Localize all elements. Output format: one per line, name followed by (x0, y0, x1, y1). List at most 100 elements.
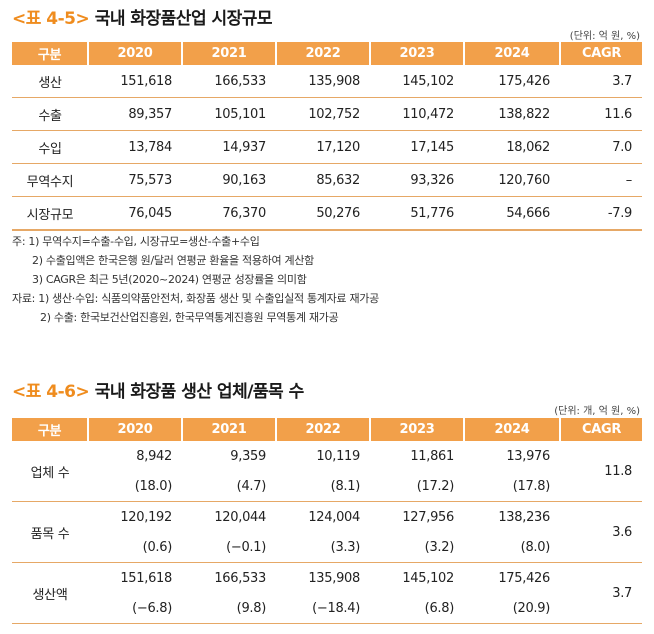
table-cell: 18,062 (464, 130, 560, 164)
table-cell: 102,752 (276, 97, 370, 131)
row-label: 생산 (12, 65, 88, 98)
table-cell: 17,145 (370, 130, 464, 164)
table-row: 생산 151,618 166,533 135,908 145,102 175,4… (12, 65, 642, 98)
table-row: 수출 89,357 105,101 102,752 110,472 138,82… (12, 97, 642, 131)
table-4-6-title: <표 4-6> 국내 화장품 생산 업체/품목 수 (12, 377, 304, 402)
header-2020: 2020 (87, 418, 182, 441)
growth-cell: (−18.4) (276, 593, 370, 624)
table-cell: 135,908 (276, 65, 370, 98)
header-2023: 2023 (369, 42, 464, 65)
table-cell: 105,101 (182, 97, 276, 131)
growth-cell: (3.3) (276, 532, 370, 563)
table-row-growth: (0.6) (−0.1) (3.3) (3.2) (8.0) (12, 532, 642, 563)
growth-cell: (3.2) (370, 532, 464, 563)
note-line: 3) CAGR은 최근 5년(2020~2024) 연평균 성장률을 의미함 (32, 273, 307, 286)
table-cell: 175,426 (464, 65, 560, 98)
table-cell: 11.6 (560, 97, 642, 131)
table-cell: 135,908 (308, 570, 360, 586)
table-cell: 75,573 (88, 163, 182, 197)
row-label: 무역수지 (12, 163, 88, 197)
table-cell: 7.0 (560, 130, 642, 164)
table-cell: 76,045 (88, 196, 182, 231)
row-label: 업체 수 (12, 441, 88, 502)
table-cell: 17,120 (276, 130, 370, 164)
cagr-cell: 3.7 (560, 562, 642, 624)
growth-cell: (20.9) (464, 593, 560, 624)
growth-cell: (8.1) (276, 471, 370, 502)
table-cell: 76,370 (182, 196, 276, 231)
table-row: 생산액 151,618 166,533 135,908 145,102 175,… (12, 562, 642, 624)
table-cell: 120,192 (120, 509, 172, 525)
cagr-cell: 3.6 (560, 501, 642, 563)
table-header-row: 구분 2020 2021 2022 2023 2024 CAGR (12, 418, 642, 441)
row-label: 수입 (12, 130, 88, 164)
table-cell: 14,937 (182, 130, 276, 164)
table-cell: 85,632 (276, 163, 370, 197)
table-cell: – (560, 163, 642, 197)
growth-cell: (−6.8) (88, 593, 182, 624)
table-cell: 127,956 (402, 509, 454, 525)
growth-cell: (−0.1) (182, 532, 276, 563)
table-header-row: 구분 2020 2021 2022 2023 2024 CAGR (12, 42, 642, 65)
table-4-5-title: <표 4-5> 국내 화장품산업 시장규모 (12, 4, 273, 29)
growth-cell: (17.2) (370, 471, 464, 502)
table-4-6-tag: <표 4-6> (12, 382, 90, 402)
header-2021: 2021 (181, 418, 276, 441)
table-cell: 145,102 (402, 570, 454, 586)
header-category: 구분 (12, 42, 88, 65)
header-2024: 2024 (463, 42, 560, 65)
header-2021: 2021 (181, 42, 276, 65)
row-label: 생산액 (12, 562, 88, 624)
note-line: 주: 1) 무역수지=수출-수입, 시장규모=생산-수출+수입 (12, 235, 260, 248)
table-cell: 10,119 (316, 448, 360, 464)
market-size-table: 구분 2020 2021 2022 2023 2024 CAGR 생산 151,… (12, 42, 642, 231)
header-cagr: CAGR (559, 418, 642, 441)
table-cell: 90,163 (182, 163, 276, 197)
table-notes: 주: 1) 무역수지=수출-수입, 시장규모=생산-수출+수입 2) 수출입액은… (12, 232, 379, 327)
row-label: 수출 (12, 97, 88, 131)
header-2022: 2022 (275, 42, 370, 65)
table-cell: 120,044 (214, 509, 266, 525)
table-cell: 120,760 (464, 163, 560, 197)
header-2023: 2023 (369, 418, 464, 441)
header-cagr: CAGR (559, 42, 642, 65)
table-row-growth: (18.0) (4.7) (8.1) (17.2) (17.8) (12, 471, 642, 502)
table-cell: 175,426 (498, 570, 550, 586)
table-cell: 138,236 (498, 509, 550, 525)
table-cell: 9,359 (230, 448, 266, 464)
table-cell: 51,776 (370, 196, 464, 231)
header-category: 구분 (12, 418, 88, 441)
table-cell: 124,004 (308, 509, 360, 525)
table-cell: 151,618 (88, 65, 182, 98)
table-cell: 166,533 (214, 570, 266, 586)
table-row: 수입 13,784 14,937 17,120 17,145 18,062 7.… (12, 130, 642, 164)
growth-cell: (4.7) (182, 471, 276, 502)
table-row-growth: (−6.8) (9.8) (−18.4) (6.8) (20.9) (12, 593, 642, 624)
table-cell: 50,276 (276, 196, 370, 231)
table-cell: 11,861 (410, 448, 454, 464)
table-cell: 13,976 (506, 448, 550, 464)
table-cell: -7.9 (560, 196, 642, 231)
table-cell: 93,326 (370, 163, 464, 197)
table-cell: 138,822 (464, 97, 560, 131)
source-line: 자료: 1) 생산·수입: 식품의약품안전처, 화장품 생산 및 수출입실적 통… (12, 292, 379, 305)
table-cell: 3.7 (560, 65, 642, 98)
table-cell: 8,942 (136, 448, 172, 464)
table-cell: 89,357 (88, 97, 182, 131)
growth-cell: (8.0) (464, 532, 560, 563)
header-2022: 2022 (275, 418, 370, 441)
growth-cell: (17.8) (464, 471, 560, 502)
producer-count-table: 구분 2020 2021 2022 2023 2024 CAGR 업체 수 8,… (12, 418, 642, 624)
table-cell: 166,533 (182, 65, 276, 98)
table-4-6-title-text: 국내 화장품 생산 업체/품목 수 (94, 382, 305, 402)
table-row: 업체 수 8,942 9,359 10,119 11,861 13,976 11… (12, 441, 642, 502)
growth-cell: (18.0) (88, 471, 182, 502)
table-cell: 110,472 (370, 97, 464, 131)
table-row: 품목 수 120,192 120,044 124,004 127,956 138… (12, 501, 642, 563)
header-2024: 2024 (463, 418, 560, 441)
table-cell: 13,784 (88, 130, 182, 164)
row-label: 품목 수 (12, 501, 88, 563)
cagr-cell: 11.8 (560, 441, 642, 502)
table-row: 시장규모 76,045 76,370 50,276 51,776 54,666 … (12, 196, 642, 231)
table-row: 무역수지 75,573 90,163 85,632 93,326 120,760… (12, 163, 642, 197)
